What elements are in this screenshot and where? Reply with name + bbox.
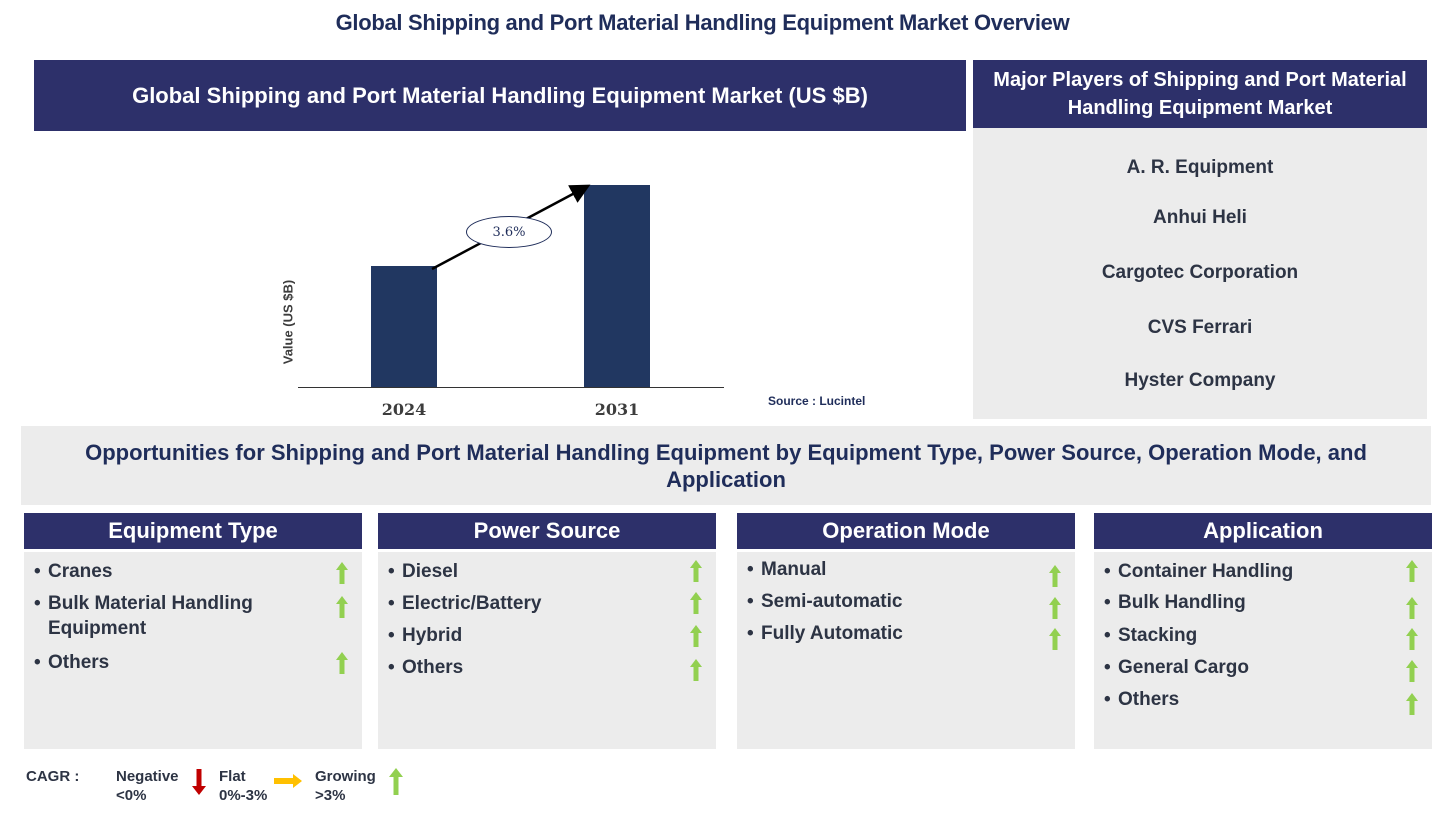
segment-title: Equipment Type [24,513,362,549]
x-tick-2031: 2031 [594,400,640,419]
segment-item: • Others [1104,689,1180,710]
bar-2024 [371,266,437,387]
segment-item: • Hybrid [388,625,463,646]
growing-arrow-icon [1049,565,1061,587]
segment-equipment-type: Equipment Type • Cranes • Bulk Material Ha… [24,513,362,750]
player-item: A. R. Equipment [1126,157,1274,178]
source-note: Source : Lucintel [768,394,866,408]
cagr-bubble: 3.6% [466,216,552,248]
segment-item: • Cranes [34,561,113,582]
chart-panel-header: Global Shipping and Port Material Handli… [34,60,966,131]
legend-negative: Negative <0% [116,768,179,804]
segment-title: Application [1094,513,1432,549]
growing-arrow-icon [389,768,403,795]
players-list: A. R. Equipment Anhui Heli Cargotec Corp… [973,128,1427,419]
legend-growing: Growing >3% [315,768,376,804]
player-item: CVS Ferrari [1147,317,1253,338]
flat-arrow-icon [274,774,302,788]
growing-arrow-icon [1406,693,1418,715]
segment-item: • Fully Automatic [747,623,903,644]
growing-arrow-icon [1406,660,1418,682]
player-item: Cargotec Corporation [1101,262,1299,283]
y-axis-label: Value (US $B) [280,279,296,365]
segment-power-source: Power Source • Diesel • Electric/Battery •… [378,513,716,750]
segment-item: • Bulk Handling [1104,592,1246,613]
legend-label: CAGR : [26,768,80,785]
opportunities-banner: Opportunities for Shipping and Port Mate… [21,426,1431,505]
segment-item: • Bulk Material Handling Equipment [34,593,253,639]
negative-arrow-icon [192,769,206,795]
x-tick-2024: 2024 [381,400,427,419]
segment-item: • Others [388,657,464,678]
player-item: Hyster Company [1124,370,1276,391]
growing-arrow-icon [1049,597,1061,619]
growing-arrow-icon [336,562,348,584]
page-title: Global Shipping and Port Material Handli… [335,10,1070,35]
bar-2031 [584,185,650,387]
player-item: Anhui Heli [1153,207,1247,228]
segment-title: Power Source [378,513,716,549]
segment-title: Operation Mode [737,513,1075,549]
segment-item: • Electric/Battery [388,593,542,614]
players-header: Major Players of Shipping and Port Mater… [973,60,1427,128]
growing-arrow-icon [690,560,702,582]
growing-arrow-icon [336,596,348,618]
segment-item: • Manual [747,559,827,580]
legend-flat: Flat 0%-3% [219,768,268,804]
growing-arrow-icon [690,625,702,647]
growing-arrow-icon [336,652,348,674]
segment-item: • Semi-automatic [747,591,903,612]
growing-arrow-icon [1049,628,1061,650]
segment-item: • Diesel [388,561,458,582]
growing-arrow-icon [1406,560,1418,582]
segment-application: Application • Container Handling • Bulk Ha… [1094,513,1432,750]
segment-item: • Container Handling [1104,561,1294,582]
segment-item: • Stacking [1104,625,1198,646]
growing-arrow-icon [690,592,702,614]
segment-item: • General Cargo [1104,657,1249,678]
segment-item: • Others [34,652,110,673]
growing-arrow-icon [690,659,702,681]
growing-arrow-icon [1406,628,1418,650]
x-axis-line [298,387,724,388]
segment-operation-mode: Operation Mode • Manual • Semi-automatic •… [737,513,1075,750]
growing-arrow-icon [1406,597,1418,619]
